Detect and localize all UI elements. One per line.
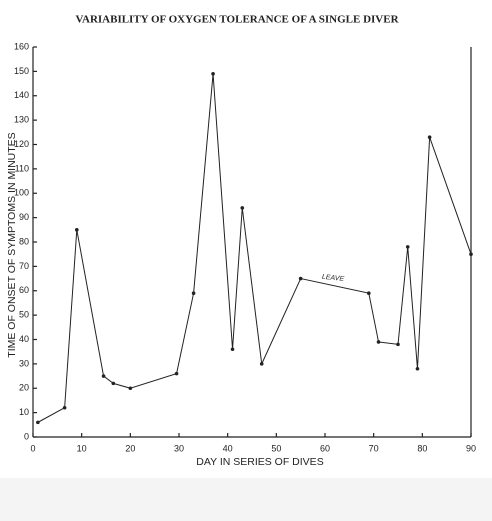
data-point: [240, 206, 245, 210]
y-tick-label: 10: [19, 407, 29, 417]
page-edge: [0, 478, 492, 521]
x-tick-label: 0: [30, 443, 35, 453]
y-tick-label: 140: [14, 90, 29, 100]
y-tick-label: 0: [24, 431, 29, 441]
data-point: [469, 252, 473, 256]
data-point: [376, 340, 381, 344]
x-tick-label: 10: [77, 443, 87, 453]
y-tick-label: 100: [14, 188, 29, 198]
x-tick-label: 80: [417, 443, 427, 453]
y-tick-label: 130: [14, 115, 29, 125]
y-tick-label: 80: [19, 236, 29, 246]
data-point: [427, 135, 432, 139]
data-point: [259, 362, 264, 366]
x-tick-label: 70: [369, 443, 379, 453]
data-point: [75, 228, 79, 232]
x-tick-label: 90: [466, 443, 476, 453]
x-tick-label: 50: [271, 443, 281, 453]
data-point: [128, 386, 133, 391]
y-tick-label: 70: [19, 261, 29, 271]
data-point: [415, 366, 420, 371]
data-point: [230, 347, 235, 352]
data-point: [36, 420, 40, 425]
data-point: [211, 72, 215, 76]
chart-title: VARIABILITY OF OXYGEN TOLERANCE OF A SIN…: [75, 14, 399, 26]
y-tick-label: 150: [14, 66, 29, 76]
y-tick-label: 160: [14, 41, 29, 51]
y-tick-label: 90: [19, 212, 29, 222]
y-tick-label: 120: [14, 139, 29, 149]
data-point: [367, 291, 371, 295]
annotation: LEAVE: [322, 274, 345, 283]
x-tick-label: 40: [223, 443, 233, 453]
x-axis-label: DAY IN SERIES OF DIVES: [196, 456, 323, 468]
y-tick-label: 50: [19, 310, 29, 320]
y-tick-label: 30: [19, 358, 29, 368]
y-tick-label: 110: [15, 163, 29, 173]
y-tick-label: 60: [19, 285, 29, 295]
y-axis-label: TIME OF ONSET OF SYMPTOMS IN MINUTES: [6, 132, 18, 357]
data-point: [405, 245, 410, 249]
x-tick-label: 60: [320, 443, 330, 453]
data-line: [37, 73, 472, 423]
x-tick-label: 20: [125, 443, 135, 453]
data-point: [101, 374, 106, 378]
y-tick-label: 40: [19, 334, 29, 344]
data-point: [62, 405, 67, 410]
data-point: [396, 342, 400, 347]
x-tick-label: 30: [174, 443, 184, 453]
data-point: [111, 381, 116, 386]
y-tick-label: 20: [19, 383, 29, 393]
data-point: [174, 371, 179, 376]
data-point: [298, 276, 303, 281]
data-point: [191, 291, 196, 295]
